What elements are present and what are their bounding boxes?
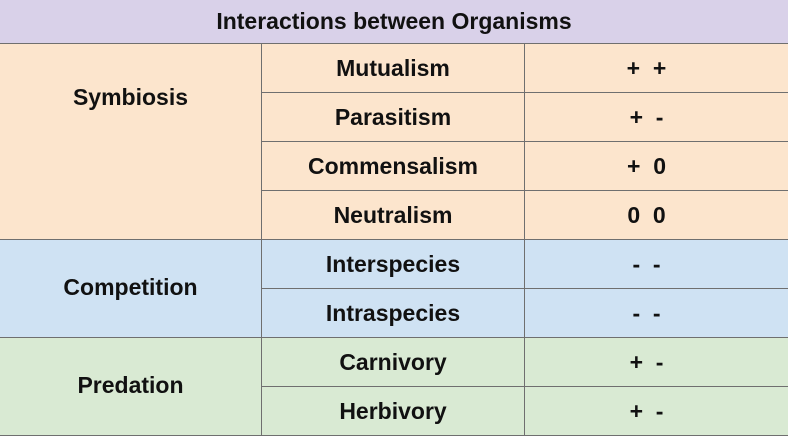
- table-row-type: Carnivory: [262, 338, 525, 387]
- table-title: Interactions between Organisms: [0, 0, 788, 44]
- table-row-effect: + -: [525, 338, 788, 387]
- table-row-effect: + -: [525, 93, 788, 142]
- table-row-type: Neutralism: [262, 191, 525, 240]
- group-label-predation: Predation: [0, 338, 262, 436]
- table-row-effect: + 0: [525, 142, 788, 191]
- group-label-symbiosis: Symbiosis: [0, 44, 262, 240]
- group-label-text: Symbiosis: [72, 84, 189, 110]
- table-row-type: Parasitism: [262, 93, 525, 142]
- table-row-type: Intraspecies: [262, 289, 525, 338]
- group-label-text: Competition: [63, 274, 198, 300]
- table-row-effect: + -: [525, 387, 788, 436]
- table-row-type: Herbivory: [262, 387, 525, 436]
- table-row-type: Mutualism: [262, 44, 525, 93]
- table-row-type: Interspecies: [262, 240, 525, 289]
- table-row-effect: - -: [525, 289, 788, 338]
- table-row-effect: + +: [525, 44, 788, 93]
- table-row-effect: - -: [525, 240, 788, 289]
- group-label-competition: Competition: [0, 240, 262, 338]
- group-label-text: Predation: [77, 372, 184, 398]
- table-row-effect: 0 0: [525, 191, 788, 240]
- table-row-type: Commensalism: [262, 142, 525, 191]
